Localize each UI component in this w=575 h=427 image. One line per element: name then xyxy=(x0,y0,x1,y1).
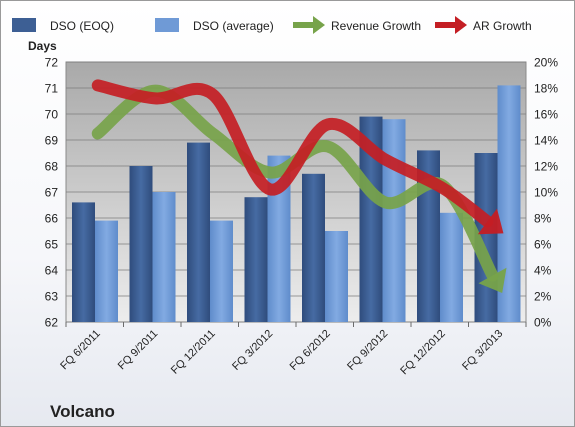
y-tick-label: 66 xyxy=(45,212,59,226)
bar xyxy=(95,220,118,322)
y-axis-title: Days xyxy=(28,39,57,53)
y2-tick-label: 6% xyxy=(534,238,552,252)
y-tick-label: 62 xyxy=(45,316,59,330)
y2-tick-label: 20% xyxy=(534,56,558,70)
y-tick-label: 67 xyxy=(45,186,59,200)
chart-title: Volcano xyxy=(50,402,115,421)
legend-arrowhead xyxy=(313,16,325,34)
legend-swatch xyxy=(155,18,179,32)
y2-tick-label: 2% xyxy=(534,290,552,304)
x-tick-label: FQ 9/2012 xyxy=(345,328,390,373)
y2-tick-label: 18% xyxy=(534,82,558,96)
x-tick-label: FQ 9/2011 xyxy=(116,328,161,373)
series-arrowhead xyxy=(477,208,504,235)
y-tick-label: 71 xyxy=(45,82,59,96)
y2-tick-label: 14% xyxy=(534,134,558,148)
bar xyxy=(129,166,153,322)
bar xyxy=(72,202,95,322)
bar xyxy=(244,197,268,322)
x-tick-label: FQ 3/2013 xyxy=(460,328,505,373)
bar xyxy=(359,116,383,322)
y2-tick-label: 12% xyxy=(534,160,558,174)
y2-tick-label: 0% xyxy=(534,316,552,330)
x-tick-label: FQ 12/2012 xyxy=(398,328,448,378)
legend-swatch xyxy=(12,18,36,32)
bar xyxy=(325,231,348,322)
legend-arrowhead xyxy=(455,16,467,34)
y2-tick-label: 10% xyxy=(534,186,558,200)
x-tick-label: FQ 3/2012 xyxy=(230,328,275,373)
bar xyxy=(187,142,210,322)
bar xyxy=(440,212,463,322)
legend-label: DSO (average) xyxy=(193,19,274,33)
bar xyxy=(210,220,233,322)
bar xyxy=(382,119,406,322)
bar xyxy=(152,192,176,322)
series-arrowhead xyxy=(478,267,507,294)
y-tick-label: 63 xyxy=(45,290,59,304)
y-tick-label: 69 xyxy=(45,134,59,148)
y-tick-label: 72 xyxy=(45,56,59,70)
legend-label: DSO (EOQ) xyxy=(50,19,114,33)
y2-tick-label: 8% xyxy=(534,212,552,226)
y-tick-label: 64 xyxy=(45,264,59,278)
y2-tick-label: 16% xyxy=(534,108,558,122)
x-tick-label: FQ 6/2012 xyxy=(288,328,333,373)
series-line xyxy=(91,79,494,228)
x-tick-label: FQ 12/2011 xyxy=(169,328,218,377)
legend-label: Revenue Growth xyxy=(331,19,421,33)
legend-label: AR Growth xyxy=(473,19,532,33)
bar xyxy=(302,173,325,322)
y-tick-label: 68 xyxy=(45,160,59,174)
bar xyxy=(267,155,291,322)
y-tick-label: 70 xyxy=(45,108,59,122)
y-tick-label: 65 xyxy=(45,238,59,252)
bar xyxy=(497,85,521,323)
y2-tick-label: 4% xyxy=(534,264,552,278)
x-tick-label: FQ 6/2011 xyxy=(58,328,103,373)
